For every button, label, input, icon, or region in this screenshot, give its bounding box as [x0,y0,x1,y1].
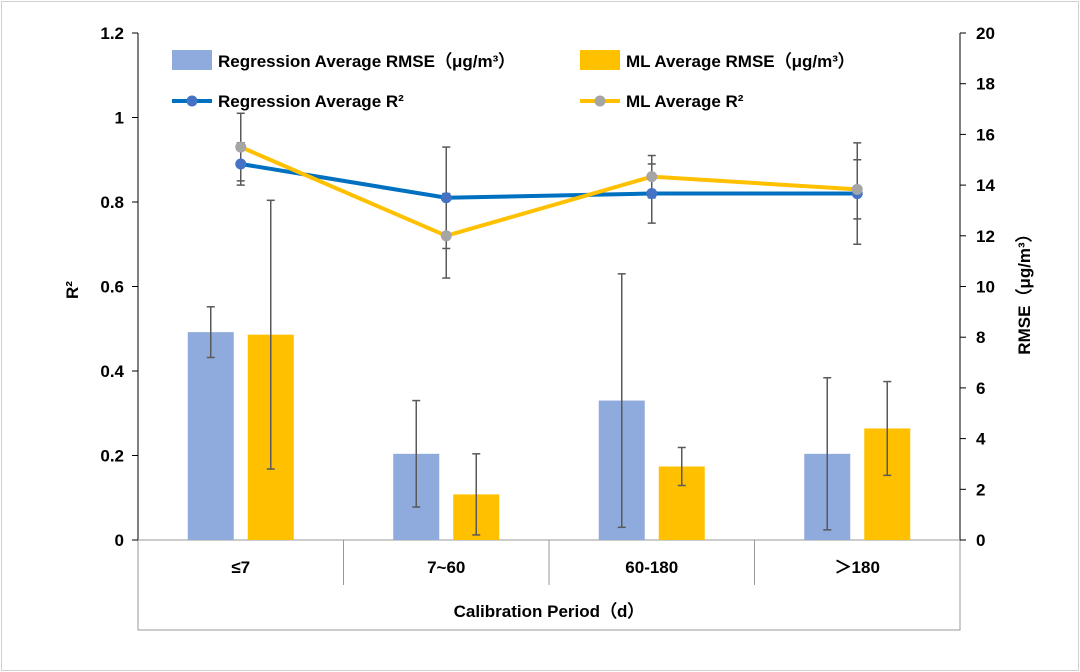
category-label: 7~60 [427,558,465,577]
y-axis-label-left: R² [63,281,82,299]
y-tick-label-left: 0 [115,531,124,550]
series-line [240,162,858,200]
line-marker [646,171,658,183]
y-tick-label-left: 0.6 [100,278,124,297]
y-tick-label-left: 0.4 [100,362,124,381]
legend-label: Regression Average R² [218,92,404,111]
x-axis-label: Calibration Period（d） [454,601,645,621]
line-marker [440,230,452,242]
y-tick-label-right: 16 [976,125,995,144]
legend-marker [594,95,606,107]
legend-marker [186,95,198,107]
line-marker [235,158,247,170]
y-tick-label-right: 6 [976,379,985,398]
y-tick-label-right: 12 [976,227,995,246]
y-tick-label-right: 10 [976,278,995,297]
y-tick-label-left: 1 [115,109,124,128]
y-tick-label-right: 20 [976,24,995,43]
legend-label: Regression Average RMSE（μg/m³） [218,51,515,71]
line-marker [440,192,452,204]
y-tick-label-left: 1.2 [100,24,124,43]
y-tick-label-right: 2 [976,480,985,499]
category-label: ≤7 [231,558,250,577]
y-axis-label-right: RMSE（μg/m³） [1014,225,1034,354]
y-tick-label-right: 8 [976,328,985,347]
line-marker [851,183,863,195]
bar [187,332,234,540]
series-line [239,145,858,238]
legend-swatch [580,50,620,70]
legend-label: ML Average R² [626,92,744,111]
y-tick-label-right: 14 [976,176,995,195]
category-label: ＞180 [835,558,880,577]
y-tick-label-left: 0.2 [100,447,124,466]
y-tick-label-right: 18 [976,75,995,94]
y-tick-label-right: 0 [976,531,985,550]
category-label: 60-180 [625,558,678,577]
legend-swatch [172,50,212,70]
y-tick-label-left: 0.8 [100,193,124,212]
y-tick-label-right: 4 [976,430,986,449]
line-marker [235,141,247,153]
line-marker [646,188,658,200]
legend-label: ML Average RMSE（μg/m³） [626,51,855,71]
